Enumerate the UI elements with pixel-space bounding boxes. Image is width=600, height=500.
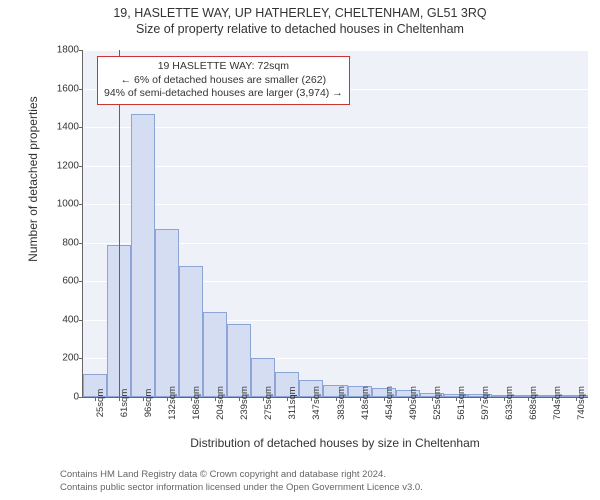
y-tick [79, 281, 83, 282]
x-tick-label: 311sqm [287, 386, 298, 419]
x-tick-label: 490sqm [408, 386, 419, 420]
histogram-bar [155, 229, 179, 397]
x-tick-label: 454sqm [384, 386, 395, 420]
plot-area: 02004006008001000120014001600180025sqm61… [82, 50, 588, 398]
x-tick-label: 347sqm [311, 386, 322, 420]
y-tick [79, 204, 83, 205]
y-tick [79, 50, 83, 51]
y-tick [79, 89, 83, 90]
histogram-bar [179, 266, 203, 397]
x-tick-label: 383sqm [336, 386, 347, 420]
y-tick [79, 166, 83, 167]
chart-title-line1: 19, HASLETTE WAY, UP HATHERLEY, CHELTENH… [0, 0, 600, 20]
gridline [83, 127, 588, 128]
chart-footer: Contains HM Land Registry data © Crown c… [60, 469, 590, 494]
x-tick-label: 418sqm [360, 386, 371, 420]
annotation-line2: ← 6% of detached houses are smaller (262… [104, 74, 343, 88]
histogram-bar [131, 114, 155, 397]
annotation-line3: 94% of semi-detached houses are larger (… [104, 87, 343, 101]
x-tick-label: 704sqm [552, 386, 563, 420]
y-tick [79, 243, 83, 244]
y-tick-label: 1600 [57, 83, 79, 94]
x-tick-label: 168sqm [191, 386, 202, 420]
y-tick-label: 1800 [57, 45, 79, 56]
gridline [83, 204, 588, 205]
x-tick-label: 740sqm [576, 386, 587, 420]
footer-line2: Contains public sector information licen… [60, 482, 590, 494]
annotation-line1: 19 HASLETTE WAY: 72sqm [104, 60, 343, 74]
gridline [83, 50, 588, 51]
y-tick-label: 400 [62, 314, 79, 325]
y-tick-label: 1200 [57, 160, 79, 171]
x-tick-label: 96sqm [143, 389, 154, 418]
x-tick-label: 204sqm [215, 386, 226, 420]
y-tick [79, 127, 83, 128]
y-tick-label: 0 [73, 392, 79, 403]
y-axis-label: Number of detached properties [26, 96, 40, 261]
y-tick-label: 1000 [57, 199, 79, 210]
y-tick-label: 200 [62, 353, 79, 364]
y-tick [79, 320, 83, 321]
chart-title-line2: Size of property relative to detached ho… [0, 20, 600, 36]
x-tick-label: 525sqm [432, 386, 443, 420]
x-tick-label: 633sqm [504, 386, 515, 420]
annotation-box: 19 HASLETTE WAY: 72sqm ← 6% of detached … [97, 56, 350, 105]
histogram-bar [203, 312, 227, 397]
footer-line1: Contains HM Land Registry data © Crown c… [60, 469, 590, 481]
x-tick-label: 668sqm [528, 386, 539, 420]
x-tick-label: 132sqm [167, 386, 178, 420]
y-tick-label: 800 [62, 237, 79, 248]
x-axis-label: Distribution of detached houses by size … [82, 436, 588, 450]
x-tick-label: 275sqm [263, 386, 274, 420]
x-tick-label: 597sqm [480, 386, 491, 420]
y-tick-label: 1400 [57, 122, 79, 133]
x-tick-label: 239sqm [239, 386, 250, 420]
x-tick-label: 561sqm [456, 386, 467, 420]
chart-container: Number of detached properties 0200400600… [32, 46, 592, 428]
y-tick [79, 358, 83, 359]
y-tick [79, 397, 83, 398]
gridline [83, 166, 588, 167]
x-tick-label: 61sqm [119, 389, 130, 418]
y-tick-label: 600 [62, 276, 79, 287]
x-tick-label: 25sqm [95, 389, 106, 418]
